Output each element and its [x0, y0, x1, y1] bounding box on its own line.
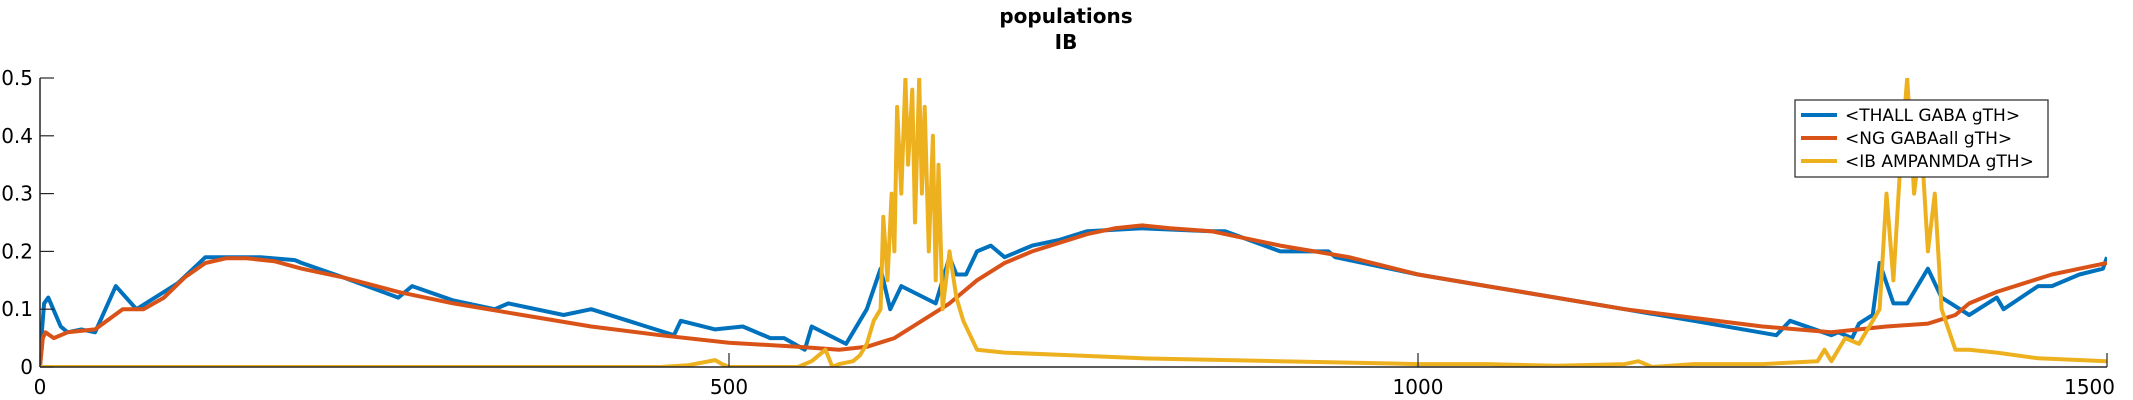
chart-title: populations	[999, 4, 1132, 28]
series-line-1	[40, 223, 2107, 367]
y-tick-label: 0.4	[1, 124, 33, 148]
y-tick-label: 0.1	[1, 297, 33, 321]
y-tick-label: 0.2	[1, 239, 33, 263]
legend-box	[1794, 99, 2049, 178]
x-tick-label: 1500	[2064, 375, 2115, 399]
legend-label: <IB AMPANMDA gTH>	[1845, 152, 2034, 172]
legend-label: <THALL GABA gTH>	[1845, 106, 2020, 126]
series-layer	[40, 78, 2107, 367]
chart-subtitle: IB	[1055, 30, 1078, 54]
y-tick-label: 0.3	[1, 182, 33, 206]
series-line-0	[40, 226, 2107, 356]
x-tick-label: 1000	[1393, 375, 1444, 399]
y-tick-label: 0.5	[1, 66, 33, 90]
series-line-2	[40, 78, 2107, 367]
legend-label: <NG GABAall gTH>	[1845, 129, 2012, 149]
x-tick-label: 0	[34, 375, 47, 399]
y-tick-label: 0	[20, 355, 33, 379]
axes-layer: 0 500 1000 1500 0 0.1 0.2 0.3 0.4 0.5	[1, 66, 2115, 399]
x-tick-label: 500	[710, 375, 748, 399]
legend: <THALL GABA gTH> <NG GABAall gTH> <IB AMPA…	[1794, 99, 2049, 178]
